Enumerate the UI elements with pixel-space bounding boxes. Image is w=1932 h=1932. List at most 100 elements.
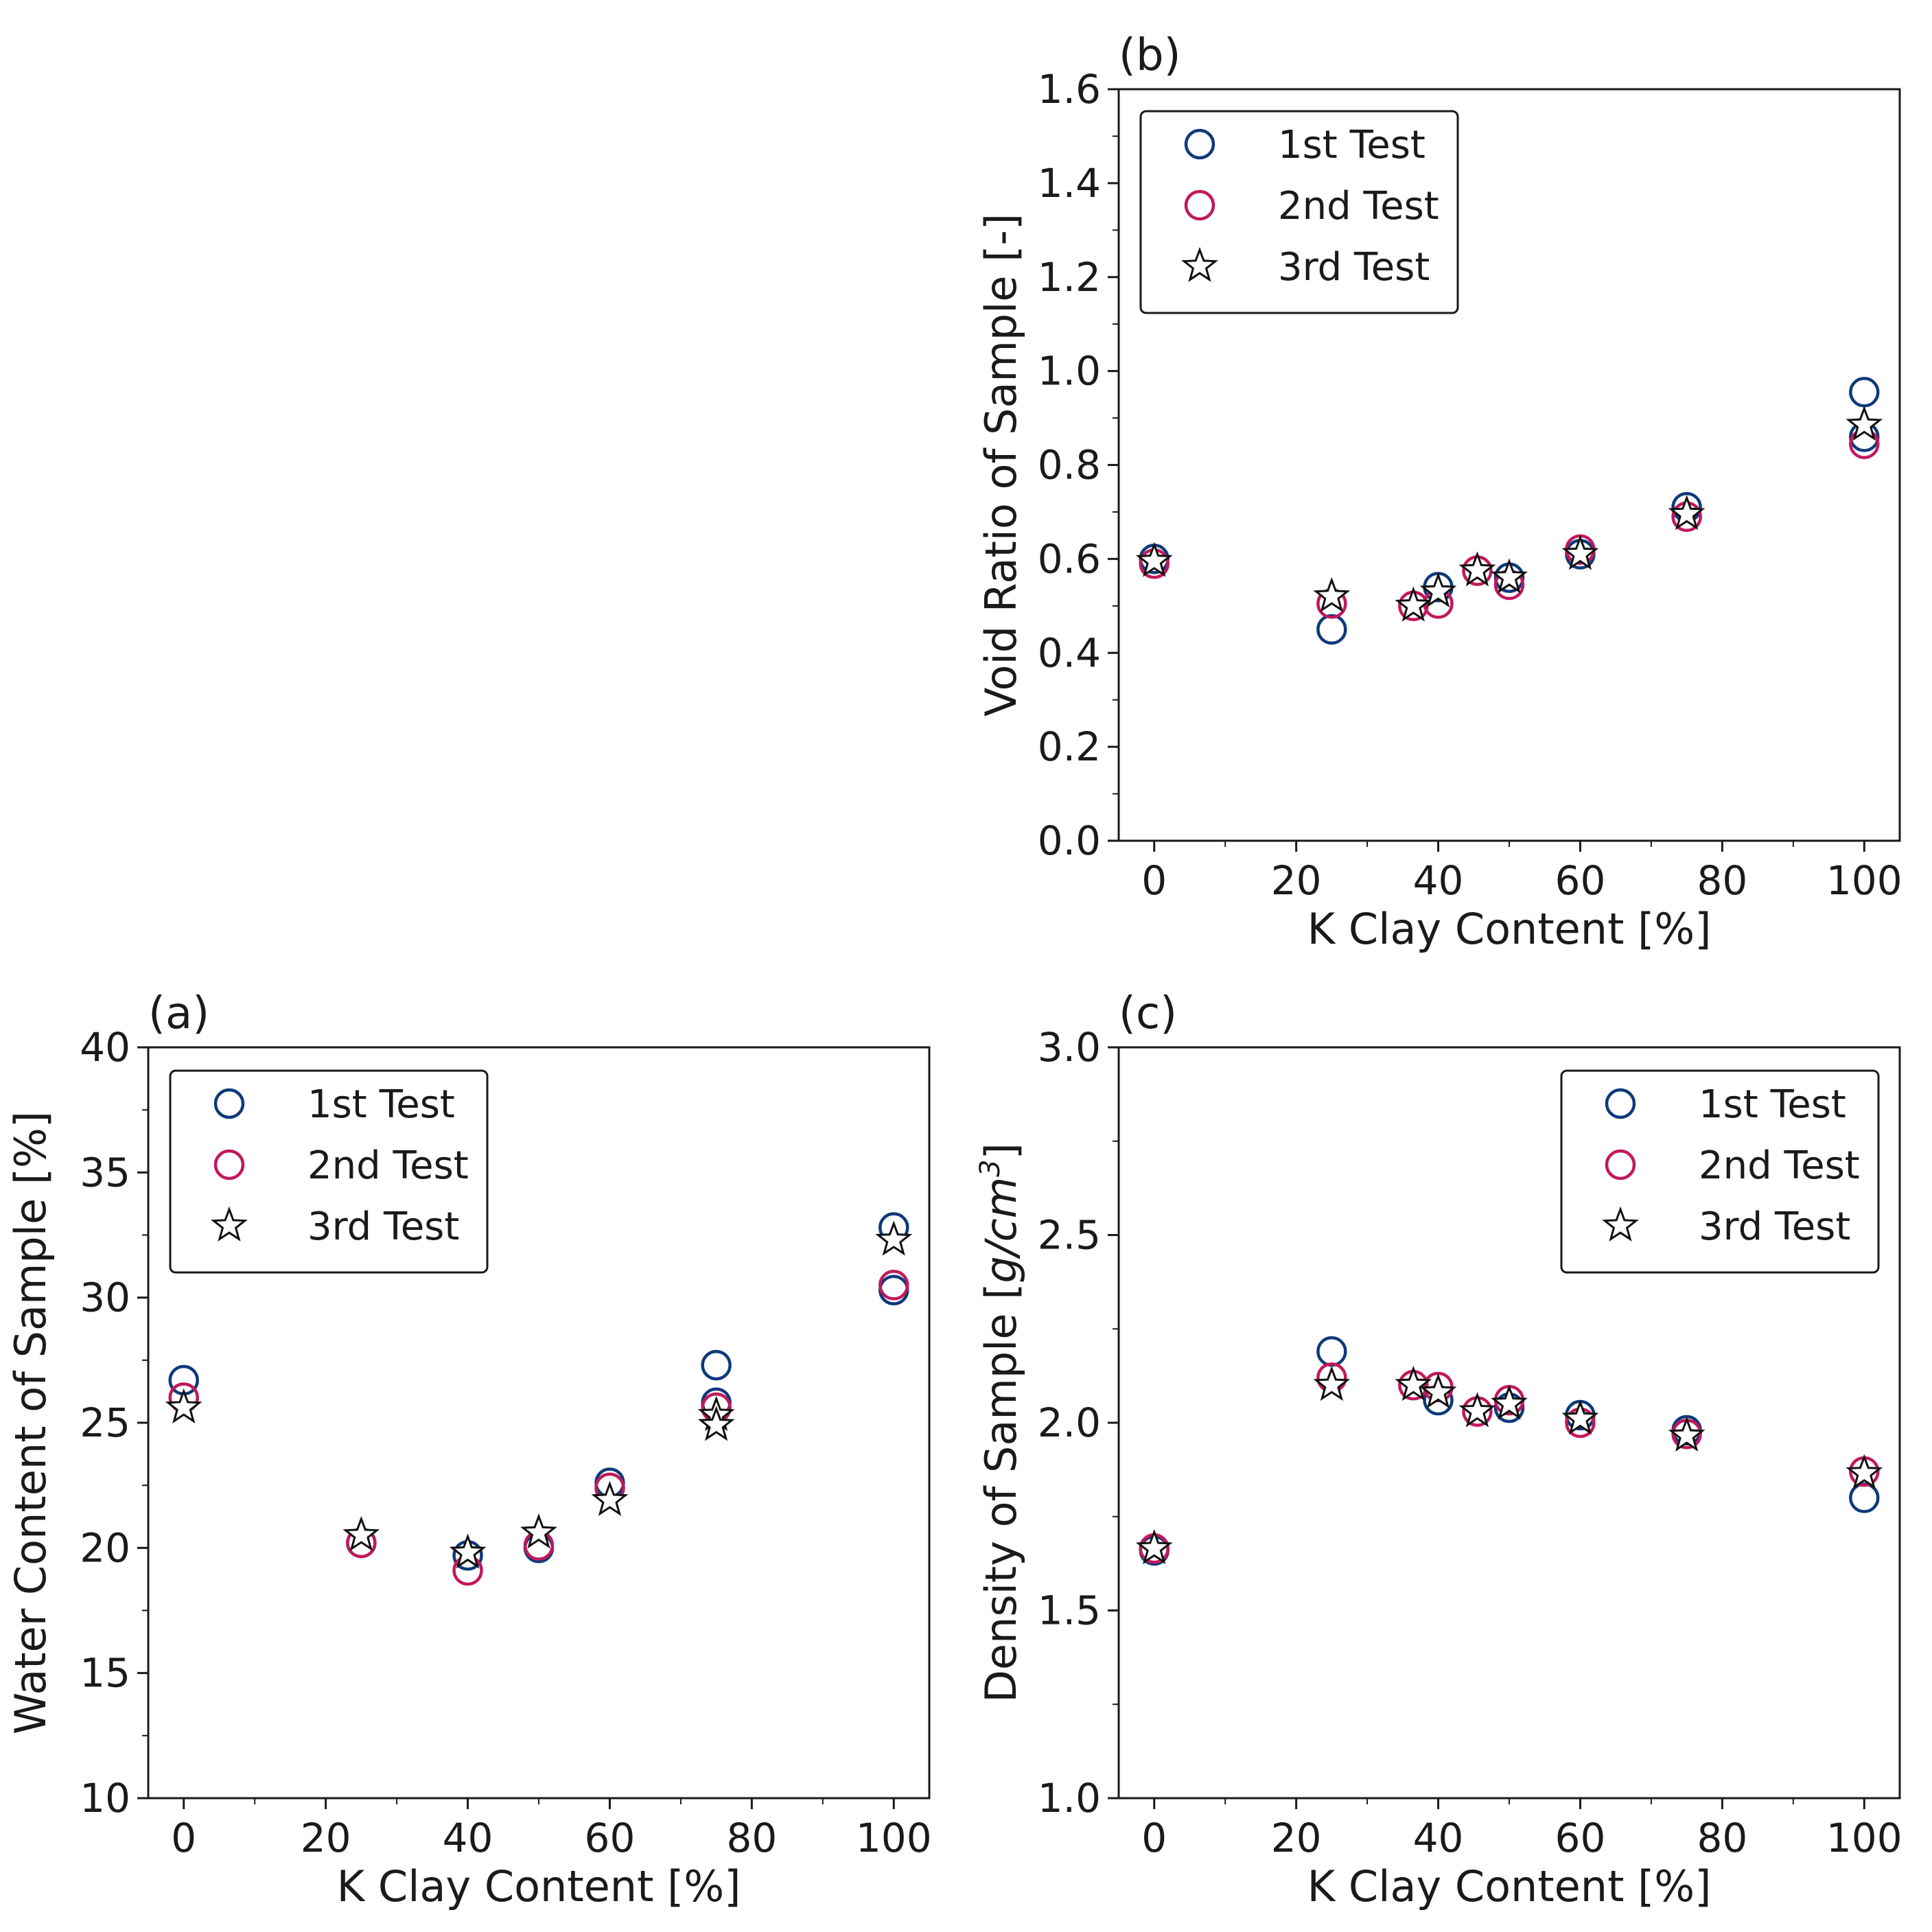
panel-c: 0 20 40 60 80 100 1.0 1.5 2.0 2.5 3.0 (c) K Clay Con… bbox=[975, 988, 1902, 1911]
legend: 1st Test 2nd Test 3rd Test bbox=[1560, 1069, 1880, 1274]
star-point bbox=[1846, 406, 1883, 441]
series-3rd-test bbox=[165, 1220, 913, 1569]
y-label-unit: g/cm bbox=[976, 1177, 1026, 1283]
x-tick-label: 20 bbox=[1271, 1815, 1322, 1861]
y-tick-label: 3.0 bbox=[1038, 1024, 1101, 1071]
x-tick-label: 80 bbox=[726, 1815, 777, 1861]
legend-marker bbox=[1184, 189, 1215, 221]
x-tick-label: 80 bbox=[1697, 1815, 1747, 1861]
star-point bbox=[342, 1515, 380, 1551]
x-tick-label: 60 bbox=[1555, 1815, 1606, 1861]
y-tick-label: 20 bbox=[80, 1524, 130, 1571]
x-axis-label: K Clay Content [%] bbox=[337, 1861, 741, 1911]
legend-label: 2nd Test bbox=[1699, 1143, 1860, 1188]
circle-point bbox=[1316, 1336, 1347, 1367]
y-tick-label: 2.0 bbox=[1038, 1399, 1101, 1446]
star-point bbox=[1491, 558, 1528, 594]
star-point bbox=[1846, 1454, 1883, 1489]
series-1st-test bbox=[1139, 377, 1880, 645]
x-tick-label: 100 bbox=[856, 1815, 932, 1861]
y-tick-label: 0.6 bbox=[1038, 535, 1101, 582]
star-point bbox=[1419, 572, 1457, 608]
y-tick-label: 1.0 bbox=[1038, 1775, 1101, 1822]
series-3rd-test bbox=[1135, 406, 1883, 622]
x-axis-label: K Clay Content [%] bbox=[1307, 904, 1712, 954]
legend-marker bbox=[211, 1206, 248, 1242]
legend-label: 1st Test bbox=[1278, 123, 1425, 167]
y-tick-label: 1.0 bbox=[1038, 348, 1101, 395]
circle-point bbox=[701, 1349, 732, 1381]
plot-frame bbox=[1117, 88, 1901, 842]
y-tick-label: 10 bbox=[80, 1775, 130, 1822]
circle-point bbox=[1849, 428, 1880, 459]
circle-point bbox=[878, 1270, 909, 1301]
x-tick-label: 60 bbox=[1555, 857, 1606, 904]
x-tick-label: 20 bbox=[301, 1815, 351, 1861]
panel-a: 0 20 40 60 80 100 10 15 20 25 30 35 40 (a) K Clay Cont… bbox=[5, 988, 932, 1911]
y-tick-label: 15 bbox=[80, 1650, 130, 1697]
legend-label: 3rd Test bbox=[1278, 245, 1430, 290]
star-point bbox=[1313, 577, 1351, 613]
star-point bbox=[1458, 1392, 1496, 1428]
y-tick-label: 2.5 bbox=[1038, 1212, 1101, 1259]
x-tick-label: 100 bbox=[1826, 857, 1902, 904]
y-tick-label: 0.2 bbox=[1038, 723, 1101, 770]
circle-point bbox=[1316, 614, 1347, 645]
y-tick-label: 0.8 bbox=[1038, 442, 1101, 489]
y-tick-label: 0.0 bbox=[1038, 817, 1101, 864]
circle-point bbox=[1849, 377, 1880, 408]
series-1st-test bbox=[1139, 1336, 1880, 1566]
star-point bbox=[1668, 495, 1706, 531]
legend-marker bbox=[1602, 1206, 1639, 1242]
legend-box bbox=[1139, 110, 1459, 314]
legend-marker bbox=[213, 1088, 245, 1119]
star-point bbox=[1458, 551, 1496, 587]
legend: 1st Test 2nd Test 3rd Test bbox=[1139, 110, 1459, 314]
legend-marker bbox=[213, 1149, 245, 1180]
panel-label: (a) bbox=[148, 988, 209, 1039]
y-tick-label: 1.4 bbox=[1038, 160, 1101, 207]
x-tick-label: 40 bbox=[1413, 1815, 1464, 1861]
x-tick-label: 0 bbox=[1141, 857, 1167, 904]
legend-marker bbox=[1605, 1149, 1636, 1180]
star-point bbox=[1135, 542, 1173, 577]
star-point bbox=[449, 1533, 487, 1569]
y-tick-label: 35 bbox=[80, 1149, 130, 1196]
legend-marker bbox=[1605, 1088, 1636, 1119]
plot-frame bbox=[147, 1046, 931, 1800]
star-point bbox=[1561, 1399, 1599, 1435]
star-point bbox=[520, 1513, 557, 1549]
star-point bbox=[1135, 1528, 1173, 1565]
x-tick-label: 20 bbox=[1271, 857, 1322, 904]
legend-marker bbox=[1181, 246, 1218, 282]
x-axis-label: K Clay Content [%] bbox=[1307, 1861, 1712, 1911]
y-tick-label: 25 bbox=[80, 1399, 130, 1446]
y-tick-label: 30 bbox=[80, 1275, 130, 1321]
y-axis-label: Density of Sample [g/cm3] bbox=[975, 1143, 1026, 1703]
panel-b: 0 20 40 60 80 100 0.0 0.2 0.4 0.6 0.8 1.0 1.2 1.4 1.6 (… bbox=[976, 30, 1902, 954]
star-point bbox=[697, 1406, 735, 1441]
legend-label: 1st Test bbox=[307, 1082, 455, 1127]
series-2nd-test bbox=[1139, 428, 1880, 622]
x-tick-label: 0 bbox=[171, 1815, 196, 1861]
star-point bbox=[1313, 1366, 1351, 1401]
legend-label: 1st Test bbox=[1699, 1082, 1846, 1127]
x-tick-label: 40 bbox=[1413, 857, 1464, 904]
panel-label: (b) bbox=[1119, 30, 1181, 81]
y-tick-label: 0.4 bbox=[1038, 629, 1101, 676]
y-tick-label: 1.2 bbox=[1038, 254, 1101, 301]
y-tick-label: 1.6 bbox=[1038, 66, 1101, 113]
legend-box bbox=[169, 1069, 489, 1274]
x-tick-label: 100 bbox=[1826, 1815, 1902, 1861]
panel-label: (c) bbox=[1119, 988, 1177, 1039]
star-point bbox=[1561, 535, 1599, 570]
star-point bbox=[875, 1220, 913, 1256]
x-tick-label: 40 bbox=[443, 1815, 493, 1861]
legend-label: 2nd Test bbox=[1278, 184, 1439, 229]
legend-label: 3rd Test bbox=[1699, 1204, 1850, 1249]
y-axis-label: Void Ratio of Sample [-] bbox=[976, 213, 1026, 717]
plot-frame bbox=[1117, 1046, 1901, 1800]
x-tick-label: 80 bbox=[1697, 857, 1747, 904]
star-point bbox=[591, 1480, 629, 1516]
